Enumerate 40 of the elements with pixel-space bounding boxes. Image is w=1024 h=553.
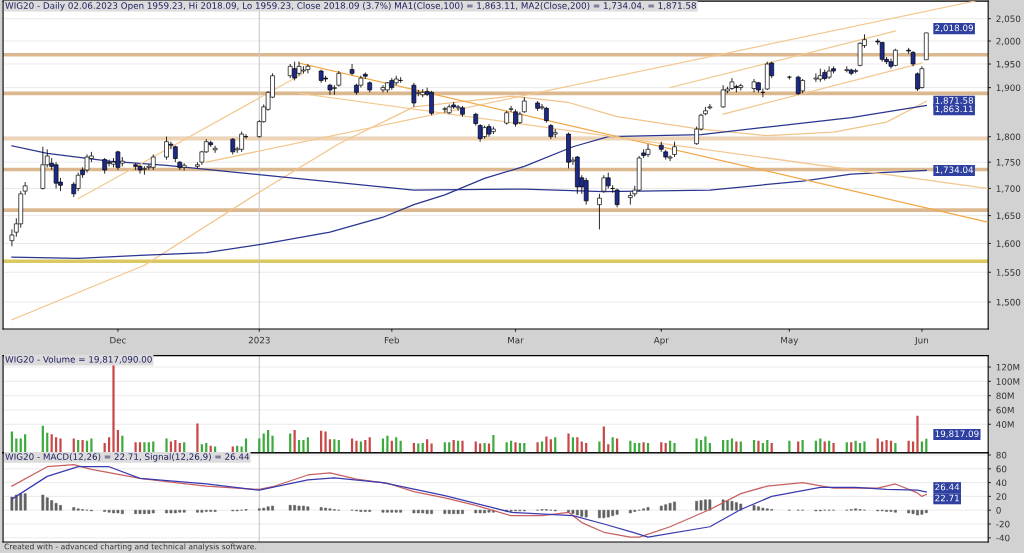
- y-tick-label: 1,700: [996, 185, 1021, 193]
- annotation: 1,863.11: [935, 105, 973, 114]
- y-tick-label: 20: [996, 493, 1007, 500]
- x-tick-label: Mar: [508, 336, 524, 344]
- y-tick-label: 60: [996, 465, 1007, 473]
- annotation: 2,018.09: [935, 24, 973, 33]
- x-tick-label: Apr: [653, 336, 669, 346]
- y-tick-label: -40: [996, 534, 1010, 542]
- y-tick-label: 100M: [996, 378, 1020, 385]
- annotation: 1,871.58: [935, 97, 974, 105]
- x-tick-label: Dec: [110, 336, 126, 344]
- y-tick-label: 80M: [996, 392, 1014, 400]
- y-tick-label: 120M: [996, 363, 1020, 371]
- y-tick-label: 2,000: [996, 37, 1021, 46]
- annotation: 19,817.09: [935, 430, 979, 438]
- y-tick-label: 1,550: [996, 269, 1021, 277]
- y-tick-label: 1,600: [996, 240, 1021, 248]
- y-tick-label: 80: [996, 451, 1007, 459]
- y-tick-label: 1,650: [996, 212, 1021, 220]
- y-tick-label: -20: [996, 520, 1010, 528]
- y-tick-label: 1,800: [996, 133, 1021, 141]
- y-tick-label: 1,900: [996, 84, 1021, 92]
- chart-title: WIG20 - MACD(12,26) = 22.71, Signal(12,26,9) = 26.44: [5, 453, 250, 462]
- y-tick-label: 40: [996, 479, 1007, 487]
- annotation: 1,734.04: [935, 166, 974, 174]
- y-tick-label: 2,050: [996, 15, 1021, 23]
- chart-title: WIG20 - Daily 02.06.2023 Open 1959.23, Hi 2018.09, Lo 1959.23, Close 2018.09 (3.7%) MA1(Close,100) = 1,863.11, MA2(Close,200) = 1,734.04, = 1,871.58: [5, 2, 696, 11]
- x-tick-label: May: [781, 336, 799, 346]
- y-tick-label: 1,500: [996, 298, 1021, 307]
- y-tick-label: 40M: [996, 421, 1014, 428]
- x-tick-label: Jun: [914, 336, 928, 346]
- annotation: 22.71: [935, 494, 959, 502]
- y-tick-label: 60M: [996, 406, 1014, 414]
- y-tick-label: 1,950: [996, 60, 1021, 69]
- chart-title: WIG20 - Volume = 19,817,090.00: [5, 355, 152, 364]
- x-tick-label: Feb: [384, 336, 400, 344]
- y-tick-label: 0: [996, 507, 1001, 514]
- y-tick-label: 1,750: [996, 159, 1021, 167]
- annotation: 26.44: [935, 483, 960, 491]
- x-tick-label: 2023: [248, 336, 270, 344]
